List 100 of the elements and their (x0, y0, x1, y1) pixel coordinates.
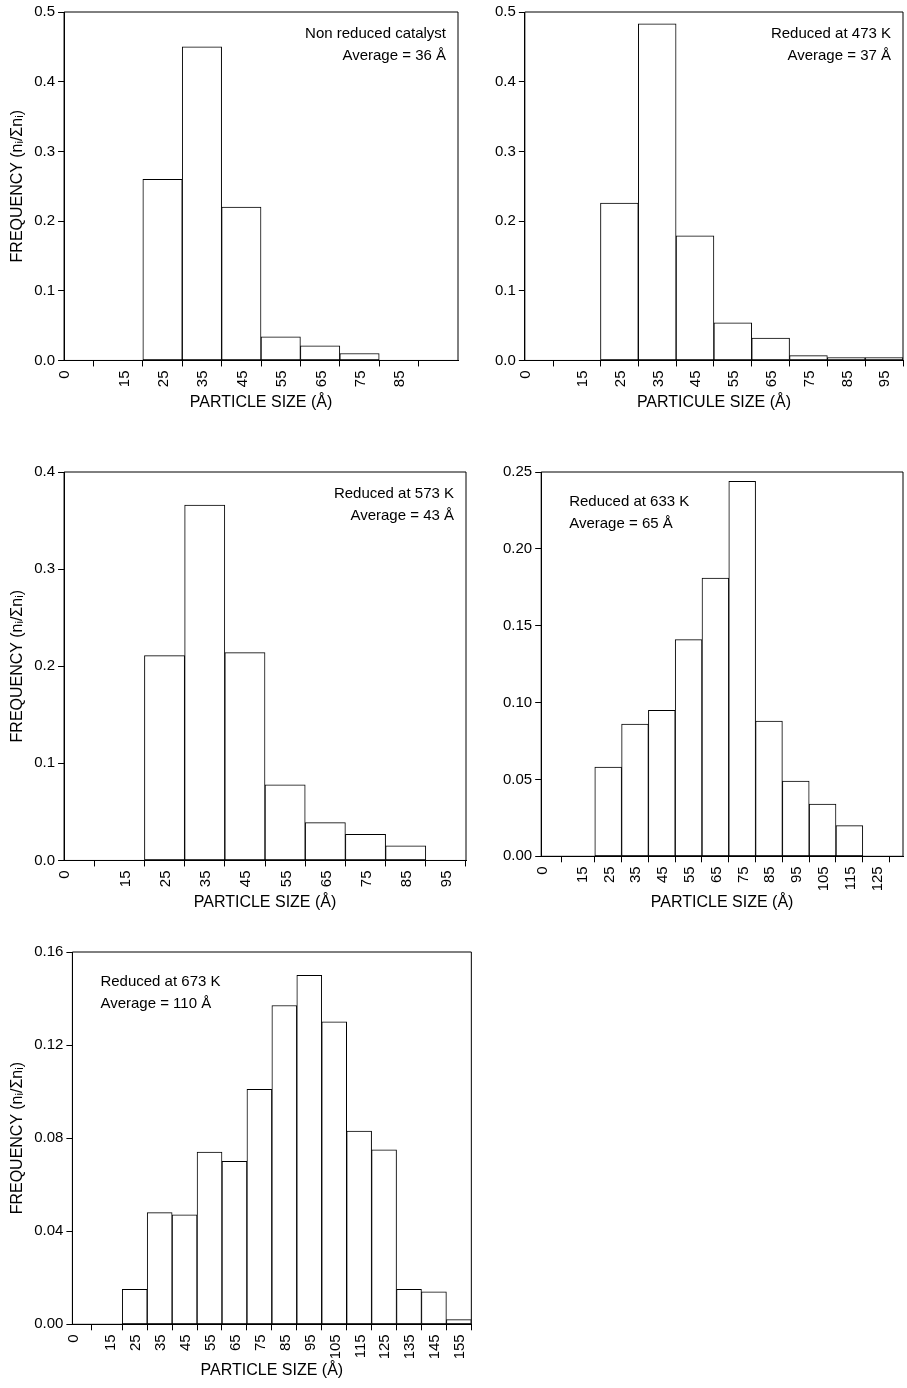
x-tick-label: 145 (425, 1334, 443, 1360)
x-tick-label: 115 (350, 1334, 368, 1359)
y-tick-label: 0.10 (502, 692, 533, 710)
y-tick-label: 0.2 (34, 211, 56, 229)
x-tick-label: 55 (276, 870, 294, 888)
y-tick-label: 0.1 (494, 280, 516, 298)
y-axis-title: FREQUENCY (nᵢ/Σnᵢ) (8, 110, 26, 263)
annotation: Average = 65 Å (569, 513, 673, 531)
x-tick-label: 0 (532, 866, 550, 875)
x-tick-label: 45 (232, 370, 250, 388)
y-tick-label: 0.0 (494, 350, 516, 368)
x-tick-label: 75 (733, 866, 751, 883)
x-tick-label: 65 (762, 370, 780, 388)
y-tick-label: 0.3 (494, 141, 516, 159)
y-tick-label: 0.2 (494, 211, 516, 229)
y-tick-label: 0.3 (34, 559, 56, 577)
annotation: Average = 43 Å (350, 505, 454, 523)
x-tick-label: 125 (375, 1334, 393, 1360)
x-tick-label: 85 (837, 370, 855, 388)
x-tick-label: 25 (153, 370, 171, 388)
x-tick-label: 15 (114, 370, 132, 388)
y-tick-label: 0.08 (34, 1128, 64, 1146)
annotation: Average = 36 Å (342, 45, 446, 63)
x-tick-label: 65 (316, 870, 334, 888)
annotation: Reduced at 673 K (100, 971, 221, 989)
y-tick-label: 0.0 (34, 850, 56, 868)
y-tick-label: 0.15 (502, 615, 533, 633)
x-tick-label: 15 (572, 370, 590, 388)
y-tick-label: 0.00 (34, 1314, 64, 1332)
y-tick-label: 0.0 (34, 350, 56, 368)
y-tick-label: 0.2 (34, 656, 56, 674)
y-tick-label: 0.4 (34, 462, 56, 480)
y-tick-label: 0.20 (502, 539, 533, 556)
y-tick-label: 0.00 (502, 846, 533, 864)
x-tick-label: 35 (193, 370, 211, 388)
x-tick-label: 0 (55, 370, 73, 379)
x-tick-label: 135 (400, 1334, 418, 1360)
x-tick-label: 25 (610, 370, 628, 388)
x-tick-label: 95 (875, 370, 893, 388)
y-tick-label: 0.05 (502, 769, 533, 787)
x-tick-label: 15 (572, 866, 590, 883)
x-tick-label: 75 (356, 870, 374, 888)
x-tick-label: 105 (325, 1334, 343, 1360)
x-tick-label: 35 (626, 866, 644, 883)
annotation: Reduced at 573 K (333, 483, 454, 501)
x-tick-label: 0 (55, 870, 73, 879)
y-tick-label: 0.1 (34, 280, 56, 298)
x-tick-label: 155 (450, 1334, 468, 1360)
x-tick-label: 55 (272, 370, 290, 388)
x-tick-label: 15 (115, 870, 133, 888)
annotation: Reduced at 633 K (569, 491, 690, 509)
y-tick-label: 0.04 (34, 1221, 64, 1239)
x-tick-label: 25 (155, 870, 173, 888)
x-tick-label: 45 (653, 866, 671, 883)
annotation: Reduced at 473 K (770, 23, 891, 41)
x-tick-label: 85 (275, 1334, 293, 1351)
x-tick-label: 65 (311, 370, 329, 388)
x-tick-label: 65 (706, 866, 724, 883)
x-tick-label: 65 (225, 1334, 243, 1351)
x-tick-label: 25 (126, 1334, 144, 1351)
x-tick-label: 55 (680, 866, 697, 883)
x-tick-label: 35 (648, 370, 666, 388)
y-tick-label: 0.4 (34, 71, 56, 89)
x-axis-title: PARTICLE SIZE (Å) (193, 891, 337, 910)
x-tick-label: 75 (350, 370, 368, 388)
x-tick-label: 25 (599, 866, 617, 883)
x-tick-label: 85 (390, 370, 408, 388)
annotation: Non reduced catalyst (305, 23, 447, 41)
y-tick-label: 0.5 (494, 2, 516, 20)
y-tick-label: 0.1 (34, 753, 56, 771)
x-tick-label: 125 (867, 866, 885, 892)
y-axis-title: FREQUENCY (nᵢ/Σnᵢ) (8, 590, 26, 743)
x-tick-label: 115 (840, 866, 858, 891)
y-tick-label: 0.12 (34, 1035, 64, 1053)
x-tick-label: 35 (151, 1334, 169, 1351)
x-tick-label: 85 (760, 866, 778, 883)
x-tick-label: 75 (250, 1334, 268, 1351)
x-tick-label: 95 (300, 1334, 318, 1351)
y-tick-label: 0.5 (34, 2, 56, 20)
x-tick-label: 35 (196, 870, 214, 888)
x-tick-label: 105 (814, 866, 831, 892)
x-axis-title: PARTICLE SIZE (Å) (650, 891, 794, 910)
x-tick-label: 55 (200, 1334, 218, 1351)
x-tick-label: 0 (516, 370, 534, 379)
x-tick-label: 85 (397, 870, 415, 888)
x-tick-label: 45 (176, 1334, 193, 1351)
x-tick-label: 75 (799, 370, 817, 388)
y-axis-title: FREQUENCY (nᵢ/Σnᵢ) (8, 1061, 26, 1215)
annotation: Average = 37 Å (787, 45, 891, 63)
annotation: Average = 110 Å (100, 993, 212, 1011)
x-tick-label: 55 (724, 370, 742, 388)
x-tick-label: 45 (686, 370, 704, 388)
y-tick-label: 0.3 (34, 141, 56, 159)
x-axis-title: PARTICULE SIZE (Å) (636, 391, 791, 410)
x-tick-label: 15 (101, 1334, 119, 1351)
x-axis-title: PARTICLE SIZE (Å) (200, 1359, 344, 1378)
x-axis-title: PARTICLE SIZE (Å) (189, 391, 333, 410)
y-tick-label: 0.16 (34, 942, 64, 960)
x-tick-label: 45 (236, 870, 254, 888)
x-tick-label: 95 (787, 866, 805, 883)
